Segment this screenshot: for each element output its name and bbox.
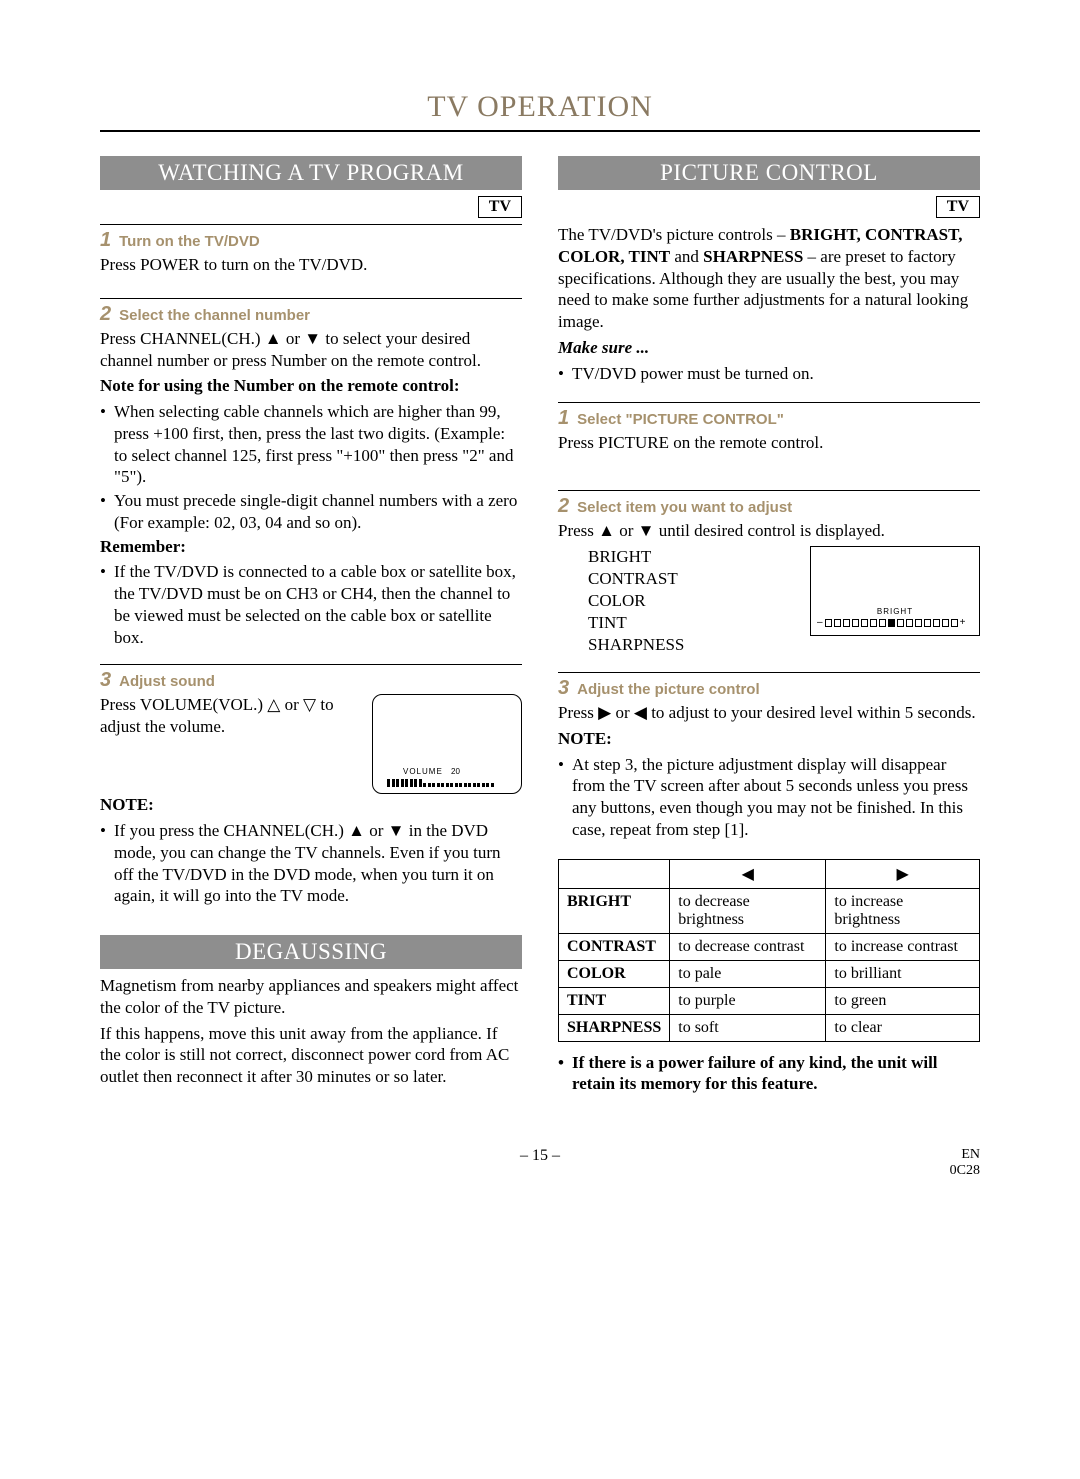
step-1-label: Turn on the TV/DVD bbox=[119, 233, 260, 250]
pc-step-2-body: Press ▲ or ▼ until desired control is di… bbox=[558, 520, 980, 542]
page-footer: – 15 – EN 0C28 bbox=[100, 1147, 980, 1165]
bright-bar-icon: – + bbox=[817, 617, 973, 630]
intro-mid: and bbox=[670, 247, 703, 266]
bright-osd-figure: BRIGHT – + bbox=[810, 546, 980, 636]
pc-step-2-label: Select item you want to adjust bbox=[577, 499, 792, 516]
tv-badge: TV bbox=[478, 196, 522, 218]
control-sharpness: SHARPNESS bbox=[588, 634, 980, 656]
make-sure-bullet: TV/DVD power must be turned on. bbox=[558, 363, 980, 385]
right-column: PICTURE CONTROL TV The TV/DVD's picture … bbox=[558, 156, 980, 1097]
pc-note-bullet: At step 3, the picture adjustment displa… bbox=[558, 754, 980, 841]
row-bright-right: to increase brightness bbox=[826, 888, 980, 933]
volume-osd-figure: VOLUME 20 bbox=[372, 694, 522, 794]
step-1-number: 1 bbox=[100, 229, 111, 252]
pc-note-heading: NOTE: bbox=[558, 728, 980, 750]
table-row: COLOR to pale to brilliant bbox=[559, 960, 980, 987]
row-sharp-left: to soft bbox=[670, 1014, 826, 1041]
table-row: CONTRAST to decrease contrast to increas… bbox=[559, 933, 980, 960]
row-color-left: to pale bbox=[670, 960, 826, 987]
page-number: – 15 – bbox=[100, 1147, 980, 1165]
row-contrast-left: to decrease contrast bbox=[670, 933, 826, 960]
table-row: SHARPNESS to soft to clear bbox=[559, 1014, 980, 1041]
step-2-number: 2 bbox=[100, 303, 111, 326]
tv-badge-right: TV bbox=[936, 196, 980, 218]
picture-control-banner: PICTURE CONTROL bbox=[558, 156, 980, 190]
footer-code: 0C28 bbox=[950, 1163, 980, 1179]
note-heading: NOTE: bbox=[100, 794, 522, 816]
volume-osd-value: 20 bbox=[451, 767, 460, 777]
left-column: WATCHING A TV PROGRAM TV 1 Turn on the T… bbox=[100, 156, 522, 1097]
footer-lang: EN bbox=[950, 1147, 980, 1163]
make-sure-heading: Make sure ... bbox=[558, 337, 980, 359]
row-tint-label: TINT bbox=[559, 987, 670, 1014]
note-number-heading: Note for using the Number on the remote … bbox=[100, 375, 522, 397]
step-1-body: Press POWER to turn on the TV/DVD. bbox=[100, 254, 522, 276]
row-tint-right: to green bbox=[826, 987, 980, 1014]
pc-step-2-number: 2 bbox=[558, 495, 569, 518]
pc-step-3-label: Adjust the picture control bbox=[577, 681, 760, 698]
step-2-body: Press CHANNEL(CH.) ▲ or ▼ to select your… bbox=[100, 328, 522, 372]
row-color-label: COLOR bbox=[559, 960, 670, 987]
row-bright-label: BRIGHT bbox=[559, 888, 670, 933]
row-sharp-label: SHARPNESS bbox=[559, 1014, 670, 1041]
pc-step-3-number: 3 bbox=[558, 677, 569, 700]
pc-step-1-label: Select "PICTURE CONTROL" bbox=[577, 411, 784, 428]
degaussing-banner: DEGAUSSING bbox=[100, 935, 522, 969]
note-bullet: If you press the CHANNEL(CH.) ▲ or ▼ in … bbox=[100, 820, 522, 907]
remember-bullet-1: If the TV/DVD is connected to a cable bo… bbox=[100, 561, 522, 648]
pc-step-1-body: Press PICTURE on the remote control. bbox=[558, 432, 980, 454]
note-number-bullet-1: When selecting cable channels which are … bbox=[100, 401, 522, 488]
row-sharp-right: to clear bbox=[826, 1014, 980, 1041]
table-header-right-arrow-icon: ▶ bbox=[826, 859, 980, 888]
row-contrast-label: CONTRAST bbox=[559, 933, 670, 960]
intro-bold2: SHARPNESS bbox=[703, 247, 803, 266]
page-title: TV OPERATION bbox=[100, 90, 980, 132]
picture-intro: The TV/DVD's picture controls – BRIGHT, … bbox=[558, 224, 980, 333]
intro-pre: The TV/DVD's picture controls – bbox=[558, 225, 790, 244]
table-row: BRIGHT to decrease brightness to increas… bbox=[559, 888, 980, 933]
degaussing-p2: If this happens, move this unit away fro… bbox=[100, 1023, 522, 1088]
step-3-label: Adjust sound bbox=[119, 673, 215, 690]
row-color-right: to brilliant bbox=[826, 960, 980, 987]
row-tint-left: to purple bbox=[670, 987, 826, 1014]
picture-control-table: ◀ ▶ BRIGHT to decrease brightness to inc… bbox=[558, 859, 980, 1042]
row-contrast-right: to increase contrast bbox=[826, 933, 980, 960]
volume-osd-label: VOLUME bbox=[403, 767, 443, 777]
table-header-empty bbox=[559, 859, 670, 888]
retain-note: If there is a power failure of any kind,… bbox=[558, 1052, 980, 1096]
step-2-label: Select the channel number bbox=[119, 307, 310, 324]
pc-step-3-body: Press ▶ or ◀ to adjust to your desired l… bbox=[558, 702, 980, 724]
volume-bar-icon bbox=[387, 779, 507, 787]
table-header-left-arrow-icon: ◀ bbox=[670, 859, 826, 888]
note-number-bullet-2: You must precede single-digit channel nu… bbox=[100, 490, 522, 534]
degaussing-p1: Magnetism from nearby appliances and spe… bbox=[100, 975, 522, 1019]
table-row: TINT to purple to green bbox=[559, 987, 980, 1014]
bright-osd-title: BRIGHT bbox=[811, 607, 979, 617]
step-3-number: 3 bbox=[100, 669, 111, 692]
remember-heading: Remember: bbox=[100, 536, 522, 558]
row-bright-left: to decrease brightness bbox=[670, 888, 826, 933]
watching-banner: WATCHING A TV PROGRAM bbox=[100, 156, 522, 190]
two-column-layout: WATCHING A TV PROGRAM TV 1 Turn on the T… bbox=[100, 156, 980, 1097]
pc-step-1-number: 1 bbox=[558, 407, 569, 430]
